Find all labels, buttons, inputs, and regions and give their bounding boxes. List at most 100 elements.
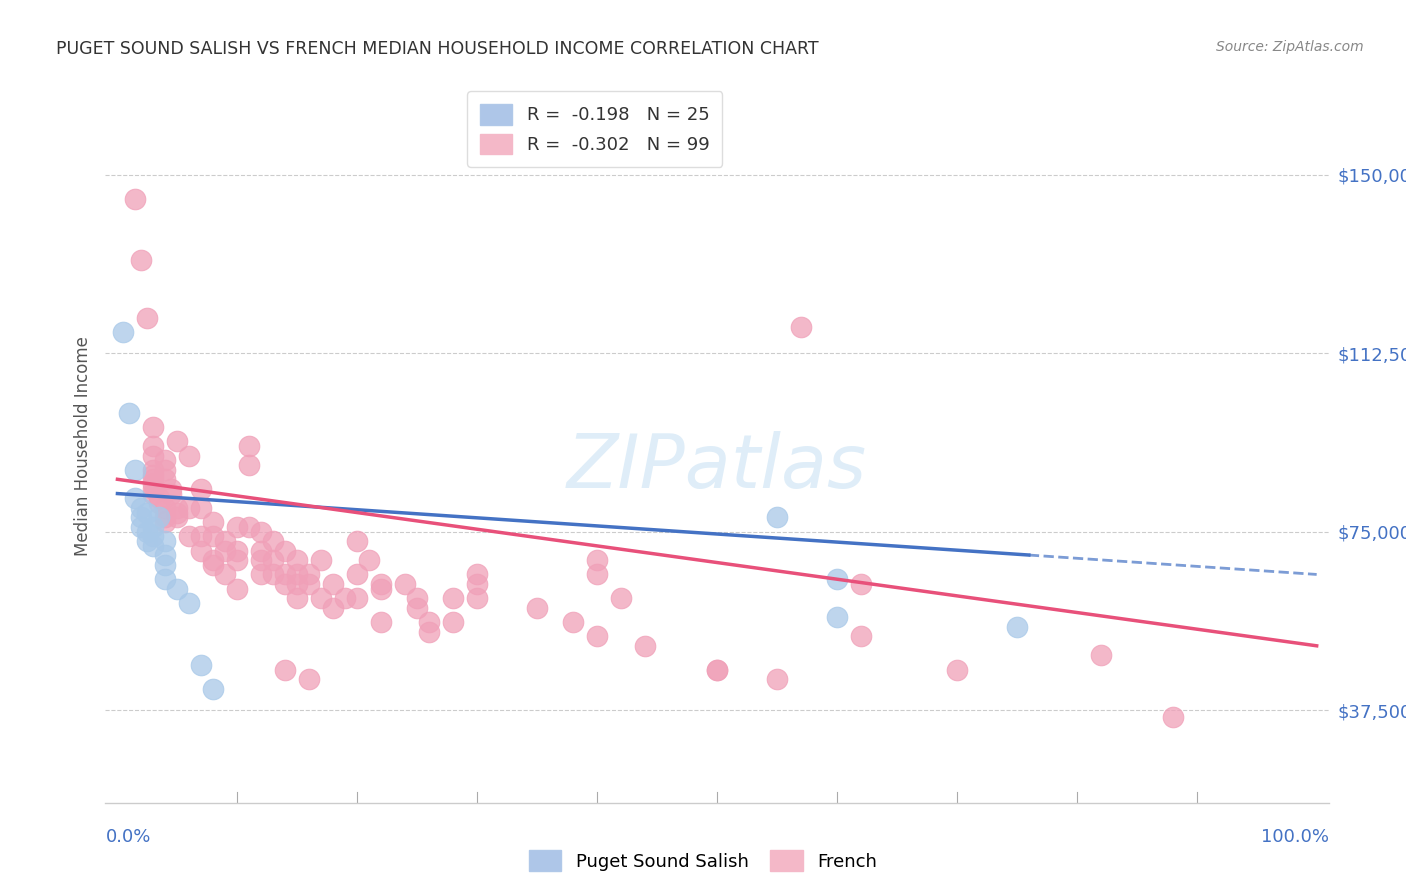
Point [285, 553, 308, 567]
Point [166, 506, 188, 520]
Point [179, 500, 201, 515]
Point [155, 500, 177, 515]
Point [465, 567, 488, 582]
Point [250, 543, 273, 558]
Point [790, 320, 813, 334]
Point [155, 453, 177, 467]
Point [179, 449, 201, 463]
Point [262, 534, 284, 549]
Point [298, 567, 321, 582]
Text: 100.0%: 100.0% [1261, 828, 1329, 846]
Point [706, 663, 728, 677]
Point [298, 672, 321, 686]
Point [179, 529, 201, 543]
Point [202, 681, 225, 696]
Point [214, 543, 236, 558]
Point [155, 572, 177, 586]
Point [142, 439, 165, 453]
Point [226, 582, 249, 596]
Point [142, 467, 165, 482]
Point [250, 567, 273, 582]
Point [131, 510, 153, 524]
Point [418, 624, 440, 639]
Point [849, 577, 872, 591]
Point [526, 600, 548, 615]
Point [370, 577, 392, 591]
Point [346, 567, 368, 582]
Point [131, 253, 153, 268]
Point [190, 529, 212, 543]
Point [322, 600, 344, 615]
Point [190, 543, 212, 558]
Point [285, 591, 308, 606]
Point [142, 520, 165, 534]
Point [262, 553, 284, 567]
Point [274, 577, 297, 591]
Point [586, 629, 609, 643]
Point [142, 482, 165, 496]
Point [441, 591, 464, 606]
Point [136, 310, 159, 325]
Point [142, 420, 165, 434]
Point [406, 600, 429, 615]
Point [124, 463, 146, 477]
Point [238, 458, 260, 472]
Point [370, 615, 392, 629]
Point [160, 486, 183, 500]
Point [190, 500, 212, 515]
Point [250, 553, 273, 567]
Point [142, 539, 165, 553]
Text: Source: ZipAtlas.com: Source: ZipAtlas.com [1216, 40, 1364, 54]
Point [562, 615, 585, 629]
Point [250, 524, 273, 539]
Point [322, 577, 344, 591]
Point [148, 491, 170, 506]
Point [346, 534, 368, 549]
Point [136, 534, 159, 549]
Point [124, 491, 146, 506]
Point [825, 572, 848, 586]
Point [586, 553, 609, 567]
Point [1090, 648, 1112, 663]
Point [148, 510, 170, 524]
Point [346, 591, 368, 606]
Point [155, 515, 177, 529]
Point [610, 591, 633, 606]
Point [285, 567, 308, 582]
Point [131, 520, 153, 534]
Point [766, 510, 789, 524]
Point [586, 567, 609, 582]
Point [166, 500, 188, 515]
Point [166, 582, 188, 596]
Point [285, 577, 308, 591]
Point [112, 325, 135, 339]
Legend: R =  -0.198   N = 25, R =  -0.302   N = 99: R = -0.198 N = 25, R = -0.302 N = 99 [467, 91, 723, 167]
Point [160, 482, 183, 496]
Point [155, 549, 177, 563]
Point [202, 553, 225, 567]
Point [166, 510, 188, 524]
Point [142, 486, 165, 500]
Text: PUGET SOUND SALISH VS FRENCH MEDIAN HOUSEHOLD INCOME CORRELATION CHART: PUGET SOUND SALISH VS FRENCH MEDIAN HOUS… [56, 40, 818, 58]
Point [311, 591, 333, 606]
Point [136, 524, 159, 539]
Point [849, 629, 872, 643]
Point [359, 553, 381, 567]
Point [825, 610, 848, 624]
Point [148, 496, 170, 510]
Point [142, 477, 165, 491]
Point [155, 534, 177, 549]
Point [214, 534, 236, 549]
Text: ZIPatlas: ZIPatlas [567, 432, 868, 503]
Point [142, 529, 165, 543]
Point [190, 657, 212, 672]
Point [166, 434, 188, 449]
Point [226, 520, 249, 534]
Point [131, 500, 153, 515]
Point [136, 506, 159, 520]
Point [634, 639, 657, 653]
Point [118, 406, 141, 420]
Point [238, 439, 260, 453]
Point [311, 553, 333, 567]
Point [298, 577, 321, 591]
